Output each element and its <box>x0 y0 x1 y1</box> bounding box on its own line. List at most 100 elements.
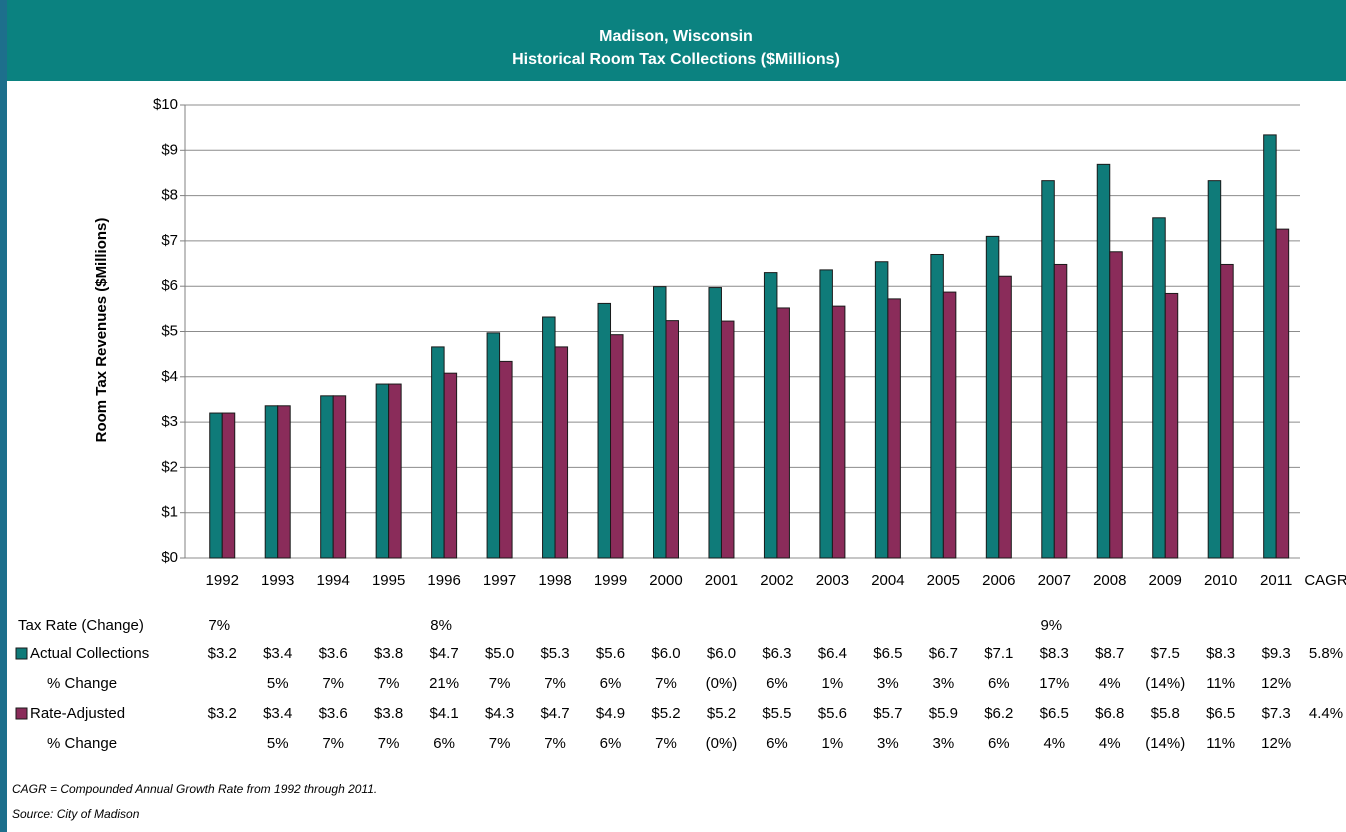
bar <box>776 307 790 559</box>
value-label: $4.3 <box>485 705 514 722</box>
bar <box>375 383 390 559</box>
x-tick-label: 2009 <box>1149 572 1182 589</box>
bar <box>1207 180 1222 559</box>
change-cell: 12% <box>1261 735 1291 752</box>
x-tick-label: 1995 <box>372 572 405 589</box>
value-label: $6.0 <box>651 645 680 662</box>
y-tick-label: $1 <box>161 504 178 521</box>
value-label: $5.3 <box>540 645 569 662</box>
change-cell: 3% <box>933 675 955 692</box>
bar <box>597 302 612 559</box>
bar <box>763 272 778 559</box>
change-cell: 5% <box>267 735 289 752</box>
value-label: $4.1 <box>430 705 459 722</box>
change-cell: 7% <box>489 675 511 692</box>
x-tick-label: 2003 <box>816 572 849 589</box>
bar <box>277 405 291 559</box>
y-tick-label: $3 <box>161 413 178 430</box>
change-cell: 3% <box>933 735 955 752</box>
bar <box>930 253 944 559</box>
x-tick-label: 2007 <box>1038 572 1071 589</box>
bar <box>264 405 279 559</box>
x-tick-label: 1993 <box>261 572 294 589</box>
value-label: $4.7 <box>430 645 459 662</box>
value-label: $3.4 <box>263 645 292 662</box>
y-tick-label: $6 <box>161 277 178 294</box>
tax-rate-label: Tax Rate (Change) <box>18 617 144 634</box>
bar <box>1220 263 1234 559</box>
change-cell: 21% <box>429 675 459 692</box>
tax-rate-cell: 9% <box>1040 617 1062 634</box>
chart-title: Madison, Wisconsin <box>599 28 753 45</box>
value-label: $5.5 <box>762 705 791 722</box>
bar <box>652 286 667 559</box>
x-tick-label: 2006 <box>982 572 1015 589</box>
footnote: CAGR = Compounded Annual Growth Rate fro… <box>12 782 377 796</box>
tax-rate-cell: 8% <box>430 617 452 634</box>
change-cell: 7% <box>655 675 677 692</box>
change-cell: 7% <box>322 675 344 692</box>
value-label: $5.7 <box>873 705 902 722</box>
value-label: $5.6 <box>596 645 625 662</box>
bar <box>486 332 501 559</box>
x-tick-label: 2004 <box>871 572 904 589</box>
value-label: $3.2 <box>208 705 237 722</box>
bar <box>887 298 901 559</box>
bar <box>443 372 458 559</box>
change-label: % Change <box>47 675 117 692</box>
bar <box>1164 292 1179 559</box>
change-cell: 6% <box>988 735 1010 752</box>
change-cell: 4% <box>1043 735 1065 752</box>
value-label: $3.8 <box>374 645 403 662</box>
y-tick-label: $5 <box>161 322 178 339</box>
bar <box>1263 134 1277 559</box>
change-cell: 4% <box>1099 675 1121 692</box>
change-cell: 3% <box>877 675 899 692</box>
bar <box>1053 263 1068 559</box>
bar <box>1152 217 1166 559</box>
bar <box>610 334 624 559</box>
x-tick-label: 1996 <box>427 572 460 589</box>
change-cell: 6% <box>988 675 1010 692</box>
chart-subtitle: Historical Room Tax Collections ($Millio… <box>512 51 840 68</box>
change-cell: 6% <box>433 735 455 752</box>
bar <box>542 316 556 559</box>
y-tick-label: $2 <box>161 458 178 475</box>
x-tick-label: 1994 <box>316 572 349 589</box>
bar <box>221 412 236 559</box>
change-cell: 11% <box>1206 675 1235 692</box>
legend-swatch <box>15 707 28 720</box>
value-label: $4.9 <box>596 705 625 722</box>
change-cell: 7% <box>489 735 511 752</box>
bar <box>499 360 513 559</box>
y-tick-label: $4 <box>161 368 178 385</box>
value-label: $3.6 <box>319 705 348 722</box>
change-cell: 7% <box>378 675 400 692</box>
value-label: $6.4 <box>818 645 847 662</box>
bar <box>1275 228 1290 559</box>
cagr-header: CAGR <box>1304 572 1346 589</box>
change-cell: 7% <box>322 735 344 752</box>
value-label: $3.8 <box>374 705 403 722</box>
value-label: $3.2 <box>208 645 237 662</box>
change-cell: 11% <box>1206 735 1235 752</box>
change-cell: 1% <box>822 675 844 692</box>
change-cell: 6% <box>600 735 622 752</box>
value-label: $4.7 <box>540 705 569 722</box>
source-note: Source: City of Madison <box>12 807 140 821</box>
bar <box>665 320 679 559</box>
y-tick-label: $0 <box>161 549 178 566</box>
bar <box>708 287 722 559</box>
value-label: $6.0 <box>707 645 736 662</box>
value-label: $6.7 <box>929 645 958 662</box>
x-tick-label: 1998 <box>538 572 571 589</box>
value-label: $8.7 <box>1095 645 1124 662</box>
value-label: $3.4 <box>263 705 292 722</box>
cagr-value: 4.4% <box>1309 705 1343 722</box>
value-label: $5.0 <box>485 645 514 662</box>
y-axis-label: Room Tax Revenues ($Millions) <box>93 218 110 443</box>
y-tick-label: $9 <box>161 141 178 158</box>
x-tick-label: 2005 <box>927 572 960 589</box>
